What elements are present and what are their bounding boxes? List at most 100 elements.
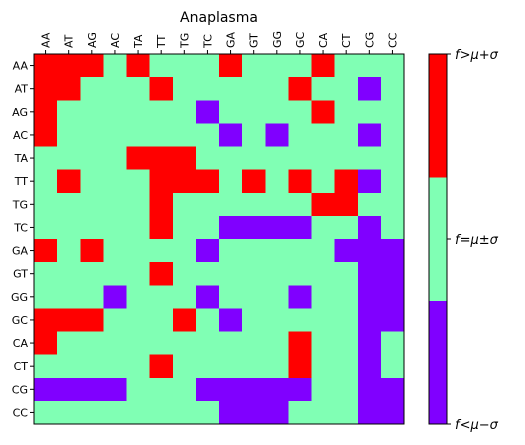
heatmap-cell — [357, 77, 382, 101]
heatmap-cell — [172, 331, 197, 356]
y-tick-label: GA — [12, 245, 29, 258]
heatmap-cell — [172, 192, 197, 217]
heatmap-cell — [195, 239, 220, 263]
heatmap-cell — [219, 308, 243, 332]
x-tick-label: AA — [40, 32, 53, 48]
heatmap-cell — [57, 146, 81, 171]
heatmap-cell — [265, 285, 289, 309]
heatmap-cell — [195, 54, 220, 78]
heatmap-cell — [380, 192, 405, 217]
heatmap-cell — [242, 100, 266, 124]
heatmap-cell — [34, 377, 58, 402]
heatmap-cell — [126, 215, 151, 240]
heatmap-cell — [80, 215, 104, 240]
heatmap-cell — [126, 377, 151, 402]
heatmap-cell — [219, 331, 243, 356]
heatmap-cell — [126, 123, 151, 147]
heatmap-cell — [357, 400, 382, 425]
heatmap-cell — [219, 285, 243, 309]
heatmap-cell — [334, 331, 359, 356]
heatmap-cell — [103, 308, 127, 332]
y-tick-label: TT — [14, 175, 29, 188]
heatmap-cell — [357, 308, 382, 332]
heatmap-cell — [103, 192, 127, 217]
heatmap-cell — [311, 123, 336, 147]
heatmap-cell — [288, 146, 312, 171]
heatmap-cell — [80, 77, 104, 101]
heatmap-cell — [57, 331, 81, 356]
heatmap-cell — [34, 215, 58, 240]
heatmap-cell — [242, 54, 266, 78]
heatmap-cell — [149, 285, 174, 309]
heatmap-cell — [149, 192, 174, 217]
heatmap-cell — [57, 400, 81, 425]
heatmap-cell — [380, 377, 405, 402]
heatmap-cell — [126, 100, 151, 124]
heatmap-cell — [242, 308, 266, 332]
heatmap-cell — [242, 77, 266, 101]
heatmap-cell — [149, 77, 174, 101]
heatmap-cell — [265, 308, 289, 332]
heatmap-cell — [334, 215, 359, 240]
heatmap-cell — [242, 377, 266, 402]
heatmap-cell — [149, 54, 174, 78]
heatmap-cell — [311, 100, 336, 124]
heatmap-cell — [80, 192, 104, 217]
heatmap-cell — [380, 123, 405, 147]
heatmap-cell — [380, 354, 405, 379]
heatmap-cell — [219, 239, 243, 263]
heatmap-cell — [195, 146, 220, 171]
heatmap-cell — [265, 215, 289, 240]
heatmap-cell — [57, 192, 81, 217]
heatmap-cell — [103, 54, 127, 78]
heatmap-cell — [149, 331, 174, 356]
y-tick-label: AA — [13, 60, 29, 73]
heatmap-cell — [357, 331, 382, 356]
heatmap-cell — [311, 192, 336, 217]
heatmap-cell — [288, 100, 312, 124]
heatmap-cell — [57, 354, 81, 379]
heatmap-cell — [380, 308, 405, 332]
heatmap-cell — [265, 354, 289, 379]
heatmap-cell — [380, 400, 405, 425]
y-tick-label: AG — [12, 106, 28, 119]
heatmap-cell — [34, 354, 58, 379]
heatmap-cell — [34, 239, 58, 263]
heatmap-cell — [126, 146, 151, 171]
heatmap-cell — [57, 308, 81, 332]
heatmap-cell — [172, 239, 197, 263]
heatmap-cell — [311, 146, 336, 171]
heatmap-cell — [195, 192, 220, 217]
heatmap-cell — [242, 285, 266, 309]
heatmap-cell — [288, 400, 312, 425]
heatmap-cell — [357, 239, 382, 263]
heatmap-cell — [103, 123, 127, 147]
heatmap-cell — [288, 239, 312, 263]
heatmap-cell — [126, 262, 151, 286]
heatmap-cell — [288, 77, 312, 101]
heatmap-cell — [34, 331, 58, 356]
x-tick-label: CT — [340, 33, 353, 48]
heatmap-cell — [172, 146, 197, 171]
heatmap-cell — [57, 215, 81, 240]
heatmap-cell — [172, 123, 197, 147]
y-tick-label: AT — [15, 83, 29, 96]
heatmap-cell — [311, 308, 336, 332]
heatmap-cell — [334, 262, 359, 286]
heatmap-cell — [219, 400, 243, 425]
heatmap-cell — [311, 169, 336, 194]
heatmap-cell — [149, 354, 174, 379]
heatmap-cell — [357, 54, 382, 78]
heatmap-cell — [265, 262, 289, 286]
heatmap-cell — [288, 123, 312, 147]
x-tick-label: CC — [386, 32, 399, 48]
heatmap-cell — [334, 77, 359, 101]
heatmap-cell — [149, 146, 174, 171]
x-tick-label: TC — [201, 34, 214, 49]
heatmap-cell — [288, 377, 312, 402]
heatmap-cell — [103, 400, 127, 425]
heatmap-cell — [311, 215, 336, 240]
heatmap-cell — [311, 262, 336, 286]
heatmap-cell — [334, 169, 359, 194]
y-tick-label: GC — [12, 314, 29, 327]
